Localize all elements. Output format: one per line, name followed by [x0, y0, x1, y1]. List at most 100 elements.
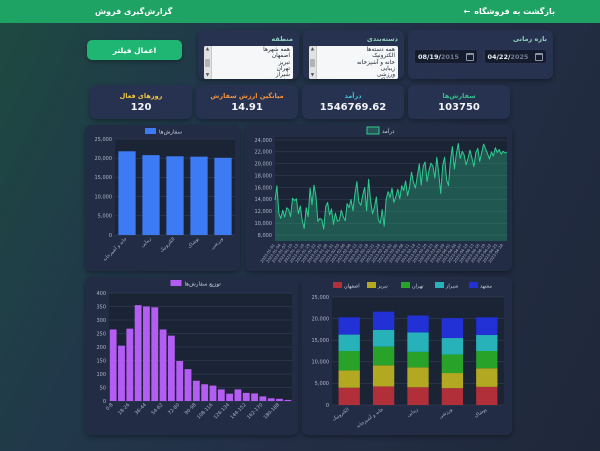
kpi-orders-label: سفارش‌ها	[442, 91, 476, 100]
svg-text:14,000: 14,000	[255, 197, 273, 203]
svg-text:350: 350	[96, 304, 106, 310]
svg-text:0: 0	[103, 399, 106, 405]
svg-text:درآمد: درآمد	[382, 128, 395, 135]
svg-text:5,000: 5,000	[98, 214, 112, 220]
kpi-revenue-label: درآمد	[344, 91, 362, 100]
svg-text:خانه و آشپزخانه: خانه و آشپزخانه	[355, 406, 385, 430]
svg-text:25,000: 25,000	[95, 137, 113, 143]
kpi-orders: سفارش‌ها 103750	[408, 85, 510, 119]
scroll-down-icon[interactable]: ▼	[310, 73, 315, 78]
back-to-store-label: بازگشت به فروشگاه	[474, 7, 555, 16]
svg-text:54-62: 54-62	[150, 402, 164, 416]
svg-text:خانه و آشپزخانه: خانه و آشپزخانه	[101, 235, 128, 262]
svg-text:200: 200	[96, 345, 106, 351]
revenue-line-chart-card: 8,000 10,000 12,000 14,000 16,000 18,000 20,00…	[245, 125, 512, 271]
category-filter-label: دسته‌بندی	[366, 35, 398, 43]
svg-text:15,000: 15,000	[312, 338, 330, 344]
date-range-panel: بازه زمانی 08/19/2015 04/22/2025	[408, 30, 553, 79]
listbox-option[interactable]: مشهد	[215, 78, 290, 79]
svg-text:18,000: 18,000	[255, 173, 273, 179]
kpi-active-days-label: روزهای فعال	[119, 91, 163, 100]
order-distribution-histogram-card: 0 50 100 150 200 250 300 350 400 0-8 18-26 36-44 54-…	[85, 277, 298, 435]
scroll-up-icon[interactable]: ▲	[205, 47, 210, 52]
listbox-option[interactable]: الکترونیک	[372, 53, 395, 60]
svg-text:زیبایی: زیبایی	[140, 236, 153, 249]
date-inputs: 08/19/2015 04/22/2025	[414, 49, 547, 64]
listbox-option[interactable]: همه دسته‌ها	[366, 47, 395, 53]
svg-text:16,000: 16,000	[255, 185, 273, 191]
svg-text:0: 0	[326, 403, 329, 409]
svg-text:400: 400	[96, 291, 106, 297]
category-listbox[interactable]: ▲ ▼ همه دسته‌ها الکترونیک خانه و آشپزخانه ز…	[309, 46, 398, 79]
listbox-scrollbar[interactable]: ▲ ▼	[309, 46, 317, 79]
back-to-store-link[interactable]: ← بازگشت به فروشگاه	[464, 7, 555, 16]
svg-text:تبریز: تبریز	[377, 284, 388, 290]
listbox-option[interactable]: ورزشی	[376, 72, 395, 79]
listbox-option[interactable]: خانه و آشپزخانه	[356, 59, 395, 66]
svg-text:36-44: 36-44	[134, 402, 148, 416]
kpi-revenue-value: 1546769.62	[319, 101, 387, 113]
filter-bar: بازه زمانی 08/19/2015 04/22/2025 دسته‌بن…	[0, 23, 600, 79]
svg-text:توزیع سفارش‌ها: توزیع سفارش‌ها	[185, 282, 222, 288]
svg-text:12,000: 12,000	[255, 209, 273, 215]
listbox-option[interactable]: تهران	[276, 65, 290, 72]
kpi-active-days: روزهای فعال 120	[90, 85, 192, 119]
listbox-option[interactable]: شیراز	[275, 72, 290, 79]
svg-text:15,000: 15,000	[95, 175, 113, 181]
kpi-avg-order-value-label: میانگین ارزش سفارش	[210, 91, 284, 100]
listbox-option[interactable]: اصفهان	[271, 53, 290, 60]
calendar-icon[interactable]	[535, 52, 543, 61]
kpi-row: سفارش‌ها 103750 درآمد 1546769.62 میانگین…	[0, 79, 600, 119]
kpi-revenue: درآمد 1546769.62	[302, 85, 404, 119]
svg-text:108-116: 108-116	[196, 402, 214, 420]
revenue-line-chart: 8,000 10,000 12,000 14,000 16,000 18,000 20,00…	[255, 126, 508, 264]
svg-text:300: 300	[96, 318, 106, 324]
listbox-option[interactable]: زیبایی	[380, 65, 395, 72]
start-date-year: 2015	[440, 52, 459, 61]
page-title: گزارش‌گیری فروش	[95, 7, 173, 16]
end-date-input[interactable]: 04/22/2025	[483, 49, 547, 64]
scrollbar-thumb[interactable]	[205, 58, 210, 67]
svg-text:8,000: 8,000	[258, 233, 272, 239]
start-date-input[interactable]: 08/19/2015	[414, 49, 478, 64]
svg-text:اصفهان: اصفهان	[344, 284, 360, 290]
kpi-active-days-value: 120	[130, 101, 152, 113]
listbox-option[interactable]: همه شهرها	[263, 47, 290, 53]
svg-text:سفارش‌ها: سفارش‌ها	[159, 130, 182, 136]
category-filter-panel: دسته‌بندی ▲ ▼ همه دسته‌ها الکترونیک خانه و…	[303, 30, 404, 79]
scrollbar-thumb[interactable]	[310, 58, 315, 67]
orders-bar-chart: 0 5,000 10,000 15,000 20,000 25,000 خانه و آشپ…	[95, 128, 235, 263]
svg-text:0: 0	[109, 233, 112, 239]
svg-text:150: 150	[96, 358, 106, 364]
category-options: همه دسته‌ها الکترونیک خانه و آشپزخانه زیبای…	[317, 46, 398, 79]
city-stacked-bar-chart: 0 5,000 10,000 15,000 20,000 25,000 الکترونیک خ…	[312, 282, 504, 430]
scroll-down-icon[interactable]: ▼	[205, 73, 210, 78]
svg-text:144-152: 144-152	[229, 402, 247, 420]
end-date-year: 2025	[510, 52, 529, 61]
svg-text:5,000: 5,000	[315, 381, 329, 387]
svg-text:0-8: 0-8	[105, 402, 115, 412]
svg-text:10,000: 10,000	[312, 360, 330, 366]
end-date-value: 04/22/	[487, 52, 511, 61]
listbox-option[interactable]: تبریز	[278, 59, 290, 66]
charts-bottom-row: 0 50 100 150 200 250 300 350 400 0-8 18-26 36-44 54-…	[0, 271, 600, 435]
calendar-icon[interactable]	[465, 52, 474, 61]
svg-text:20,000: 20,000	[255, 162, 273, 168]
region-options: همه شهرهااصفهانتبریزتهرانشیرازمشهد	[212, 46, 293, 79]
scroll-up-icon[interactable]: ▲	[310, 47, 315, 52]
svg-text:پوشاک: پوشاک	[473, 406, 489, 420]
region-filter-label: منطقه	[271, 35, 293, 43]
kpi-orders-value: 103750	[438, 101, 480, 113]
svg-text:250: 250	[96, 331, 106, 337]
svg-text:24,000: 24,000	[255, 138, 273, 144]
svg-text:مشهد: مشهد	[480, 284, 492, 290]
listbox-scrollbar[interactable]: ▲ ▼	[204, 46, 212, 79]
apply-filter-button[interactable]: اعمال فیلتر	[87, 40, 182, 60]
charts-middle-row: 0 5,000 10,000 15,000 20,000 25,000 خانه و آشپ…	[0, 119, 600, 271]
listbox-option[interactable]: پوشاک	[320, 78, 395, 79]
svg-text:20,000: 20,000	[95, 156, 113, 162]
topbar: گزارش‌گیری فروش ← بازگشت به فروشگاه	[0, 0, 600, 23]
svg-text:شیراز: شیراز	[445, 284, 458, 290]
svg-text:الکترونیک: الکترونیک	[159, 236, 177, 254]
region-listbox[interactable]: ▲ ▼ همه شهرهااصفهانتبریزتهرانشیرازمشهد	[204, 46, 293, 79]
